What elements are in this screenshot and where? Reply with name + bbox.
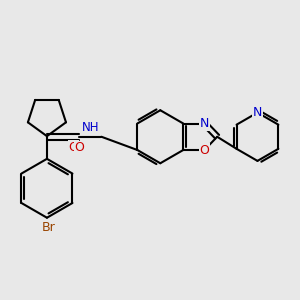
Text: O: O	[200, 143, 209, 157]
Text: O: O	[74, 141, 84, 154]
Text: N: N	[200, 117, 209, 130]
Text: N: N	[253, 106, 262, 119]
Text: Br: Br	[42, 220, 56, 234]
Text: NH: NH	[82, 121, 99, 134]
Text: O: O	[68, 141, 78, 154]
